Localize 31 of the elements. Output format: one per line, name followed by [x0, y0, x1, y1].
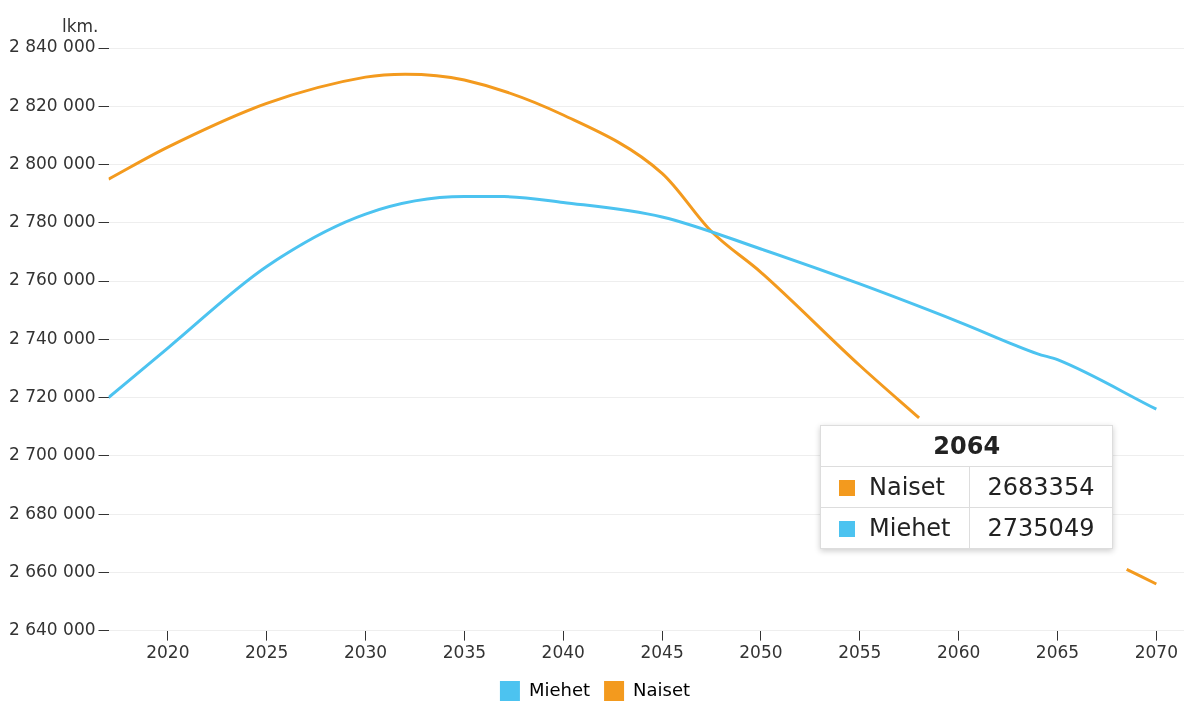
y-tick-label: 2 640 000 — [8, 619, 96, 640]
x-tick-label: 2030 — [343, 642, 388, 663]
x-tick-label: 2045 — [640, 642, 684, 663]
annotation: 2735049 — [969, 507, 1113, 549]
x-tick-label: 2070 — [1134, 642, 1178, 663]
annotation: Naiset — [820, 466, 970, 508]
x-tick-label: 2055 — [838, 642, 882, 663]
legend-label: Naiset — [633, 678, 691, 700]
x-tick-label: 2060 — [936, 642, 981, 663]
y-tick-label: 2 840 000 — [8, 36, 96, 57]
annotation: Miehet — [820, 507, 970, 549]
x-tick-label: 2065 — [1035, 642, 1080, 663]
x-tick-label: 2040 — [541, 642, 585, 663]
x-tick-label: 2035 — [442, 642, 487, 663]
y-tick-label: 2 740 000 — [8, 327, 96, 348]
annotation: 2683354 — [969, 466, 1113, 508]
x-tick-label: 2050 — [739, 642, 783, 663]
legend-label: Miehet — [528, 678, 591, 700]
y-tick-label: 2 700 000 — [8, 444, 96, 465]
y-tick-label: 2 760 000 — [8, 269, 96, 290]
y-tick-label: 2 680 000 — [8, 502, 96, 523]
y-tick-label: 2 820 000 — [8, 94, 96, 115]
x-tick-label: 2025 — [245, 642, 289, 663]
x-tick-label: 2020 — [146, 642, 190, 663]
y-tick-label: 2 800 000 — [8, 152, 96, 173]
y-tick-label: 2 660 000 — [8, 560, 96, 581]
y-tick-label: 2 780 000 — [8, 211, 96, 232]
annotation: 2064 — [820, 425, 1113, 467]
y-tick-label: 2 720 000 — [8, 385, 96, 406]
line-series — [108, 195, 1158, 411]
y-axis-title: lkm. — [61, 16, 99, 37]
